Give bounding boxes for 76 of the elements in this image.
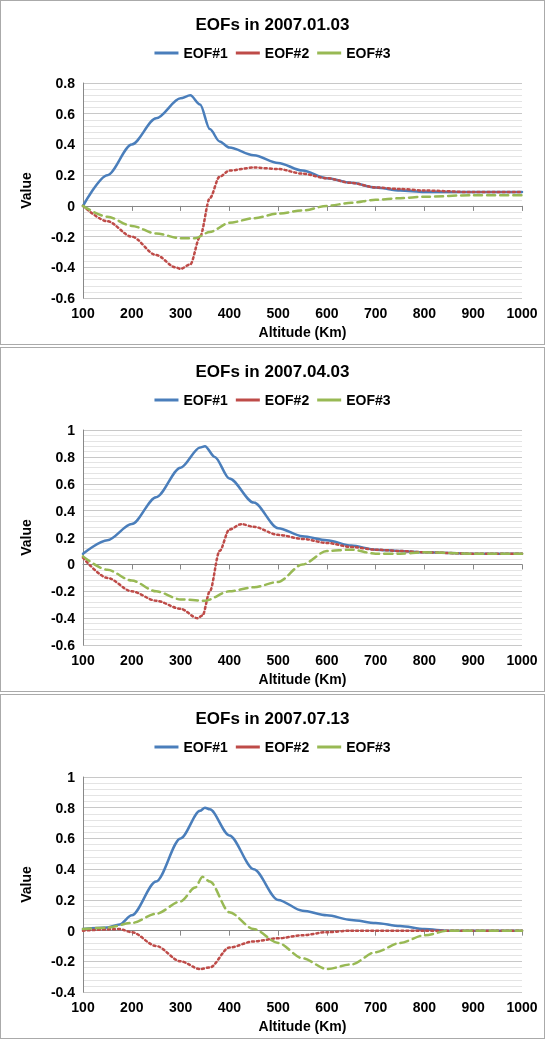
x-tick-label: 700 xyxy=(363,999,388,1016)
y-tick-label: -0.4 xyxy=(50,610,76,627)
x-tick-label: 500 xyxy=(266,999,290,1016)
y-tick-label: 0.8 xyxy=(55,75,76,91)
x-tick-label: 200 xyxy=(120,652,144,669)
x-axis-title: Altitude (Km) xyxy=(258,1018,347,1034)
x-tick-label: 800 xyxy=(412,305,437,322)
chart-title: EOFs in 2007.01.03 xyxy=(195,15,350,34)
x-tick-label: 200 xyxy=(120,999,144,1016)
x-tick-label: 600 xyxy=(315,652,339,669)
y-tick-label: 0.4 xyxy=(55,861,76,878)
chart-title: EOFs in 2007.07.13 xyxy=(195,709,350,728)
x-tick-label: 600 xyxy=(315,305,339,322)
y-tick-label: -0.2 xyxy=(50,583,76,600)
legend-label: EOF#1 xyxy=(183,45,229,61)
y-tick-label: 0.6 xyxy=(55,830,76,847)
x-tick-label: 500 xyxy=(266,652,290,669)
legend-label: EOF#2 xyxy=(264,392,310,408)
y-tick-label: 0 xyxy=(67,922,76,939)
y-tick-label: 0 xyxy=(67,556,76,573)
y-tick-label: -0.4 xyxy=(50,984,76,1001)
y-tick-label: 0.2 xyxy=(55,167,76,184)
y-tick-label: 1 xyxy=(67,422,76,438)
x-tick-label: 700 xyxy=(363,305,388,322)
x-tick-label: 1000 xyxy=(506,652,538,669)
x-tick-label: 300 xyxy=(168,305,193,322)
chart-title: EOFs in 2007.04.03 xyxy=(195,362,350,381)
x-tick-label: 100 xyxy=(71,305,95,322)
y-tick-label: -0.2 xyxy=(50,228,76,245)
y-tick-label: -0.4 xyxy=(50,259,76,276)
x-axis-title: Altitude (Km) xyxy=(258,324,347,340)
y-tick-label: 0.2 xyxy=(55,891,76,908)
x-tick-label: 700 xyxy=(363,652,388,669)
legend-label: EOF#3 xyxy=(346,45,391,61)
y-tick-label: 0.8 xyxy=(55,799,76,816)
x-tick-label: 900 xyxy=(461,652,486,669)
x-axis-title: Altitude (Km) xyxy=(258,671,347,687)
x-tick-label: 100 xyxy=(71,999,95,1016)
line-series xyxy=(81,875,524,971)
x-tick-label: 800 xyxy=(412,652,437,669)
x-tick-label: 600 xyxy=(315,999,339,1016)
x-tick-label: 1000 xyxy=(506,999,538,1016)
y-tick-label: 0.4 xyxy=(55,502,76,519)
y-tick-label: 0.4 xyxy=(55,136,76,153)
y-tick-label: 0 xyxy=(67,197,76,214)
y-axis-title: Value xyxy=(18,866,34,903)
y-axis-title: Value xyxy=(18,519,34,556)
x-tick-label: 400 xyxy=(217,652,242,669)
legend-label: EOF#1 xyxy=(183,392,229,408)
x-tick-label: 1000 xyxy=(506,305,538,322)
legend-label: EOF#2 xyxy=(264,739,310,755)
y-tick-label: -0.6 xyxy=(50,637,76,654)
y-tick-label: 1 xyxy=(67,769,76,785)
y-tick-label: 0.6 xyxy=(55,105,76,122)
y-tick-label: 0.6 xyxy=(55,475,76,492)
x-tick-label: 500 xyxy=(266,305,290,322)
legend-label: EOF#3 xyxy=(346,739,391,755)
y-tick-label: 0.8 xyxy=(55,448,76,465)
line-series xyxy=(81,193,524,240)
y-tick-label: -0.2 xyxy=(50,953,76,970)
x-tick-label: 400 xyxy=(217,999,242,1016)
x-tick-label: 900 xyxy=(461,305,486,322)
legend-label: EOF#2 xyxy=(264,45,310,61)
x-tick-label: 900 xyxy=(461,999,486,1016)
line-series xyxy=(81,548,524,602)
x-tick-label: 200 xyxy=(120,305,144,322)
legend-label: EOF#1 xyxy=(183,739,229,755)
x-tick-label: 300 xyxy=(168,999,193,1016)
y-tick-label: -0.6 xyxy=(50,290,76,307)
y-tick-label: 0.2 xyxy=(55,529,76,546)
x-tick-label: 100 xyxy=(71,652,95,669)
legend-label: EOF#3 xyxy=(346,392,391,408)
x-tick-label: 300 xyxy=(168,652,193,669)
y-axis-title: Value xyxy=(18,172,34,209)
x-tick-label: 400 xyxy=(217,305,242,322)
x-tick-label: 800 xyxy=(412,999,437,1016)
